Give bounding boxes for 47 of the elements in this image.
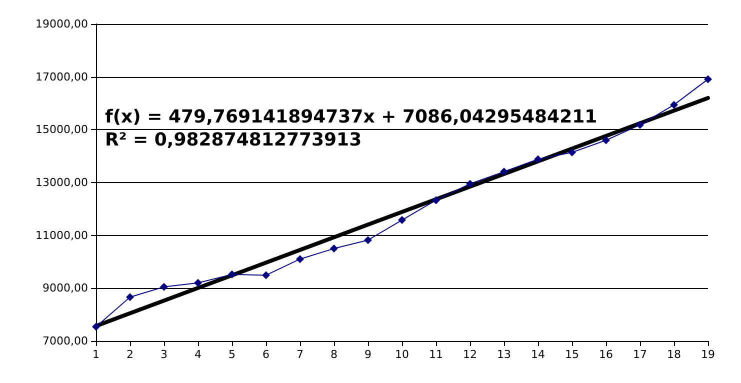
point — [194, 278, 202, 287]
y-tick-label: 11000,00 — [36, 228, 88, 242]
y-tick-label: 9000,00 — [42, 282, 88, 295]
point — [262, 271, 270, 280]
x-tick-label: 5 — [228, 348, 236, 361]
x-tick-label: 13 — [497, 348, 511, 361]
x-tick-label: 2 — [126, 348, 134, 361]
x-tick-label: 6 — [262, 348, 270, 361]
point — [466, 180, 474, 188]
x-tick-label: 17 — [633, 348, 647, 361]
x-tick-label: 16 — [599, 348, 613, 361]
x-tick-label: 12 — [463, 348, 477, 361]
point — [534, 155, 542, 164]
y-tick-label: 15000,00 — [36, 123, 88, 136]
annotation: R² = 0,982874812773913 — [105, 130, 362, 150]
point — [126, 293, 134, 302]
x-tick-label: 8 — [330, 348, 338, 361]
point — [432, 196, 440, 204]
point — [160, 282, 168, 291]
point — [670, 100, 678, 109]
x-tick-label: 4 — [194, 348, 202, 361]
point — [330, 244, 338, 253]
y-tick-label: 17000,00 — [36, 70, 88, 84]
point — [228, 270, 236, 278]
x-tick-label: 1 — [92, 348, 100, 361]
y-tick-label: 19000,00 — [36, 18, 88, 30]
x-tick-label: 7 — [296, 348, 304, 361]
point — [364, 236, 372, 244]
annotation: f(x) = 479,769141894737x + 7086,04295484211 — [105, 106, 598, 128]
point — [92, 322, 100, 331]
x-tick-label: 3 — [160, 348, 168, 361]
y-tick-label: 13000,00 — [36, 176, 88, 189]
point — [636, 120, 644, 129]
x-tick-label: 19 — [701, 348, 715, 361]
point — [296, 255, 304, 264]
y-tick-label: 7000,00 — [42, 334, 88, 348]
x-tick-label: 11 — [429, 348, 443, 361]
point — [398, 216, 406, 224]
x-tick-label: 15 — [565, 348, 579, 361]
point — [602, 136, 610, 144]
x-tick-label: 14 — [531, 348, 545, 361]
x-tick-label: 10 — [395, 348, 409, 361]
point — [568, 148, 576, 156]
point — [704, 75, 712, 84]
x-tick-label: 9 — [364, 348, 372, 361]
x-tick-label: 18 — [667, 348, 681, 361]
point — [500, 168, 508, 176]
